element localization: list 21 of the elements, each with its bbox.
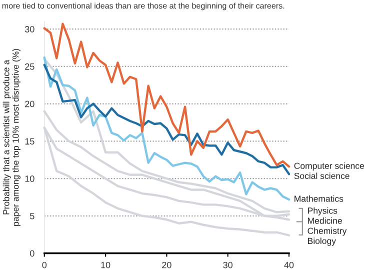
y-tick-label: 25 xyxy=(25,63,34,70)
chart-subtitle: more tied to conventional ideas than are those at the beginning of their careers. xyxy=(2,2,284,10)
text: Physics xyxy=(308,207,338,216)
x-tick-label: 30 xyxy=(223,262,232,268)
y-tick-label: 5 xyxy=(30,212,34,220)
y-tick-label: 10 xyxy=(25,176,34,182)
series-label: Mathematics xyxy=(294,195,344,202)
x-tick-label: 10 xyxy=(101,262,110,268)
text: Biology xyxy=(308,238,336,246)
text: Chemistry xyxy=(308,228,347,236)
x-tick-label: 40 xyxy=(284,262,294,268)
y-tick-label: 20 xyxy=(25,100,34,108)
y-axis-title: Probability that a scientist will produce a paper among the top 10% most disruptive (%) xyxy=(2,48,20,226)
series-label: Computer science xyxy=(294,162,364,171)
y-tick-label: 0 xyxy=(30,250,34,257)
x-tick-label: 20 xyxy=(162,262,172,268)
series-label: Social science xyxy=(294,172,350,180)
y-tick-label: 15 xyxy=(25,138,34,145)
x-tick-label: 0 xyxy=(42,262,47,268)
y-tick-label: 30 xyxy=(24,26,34,32)
text: Medicine xyxy=(308,217,342,224)
